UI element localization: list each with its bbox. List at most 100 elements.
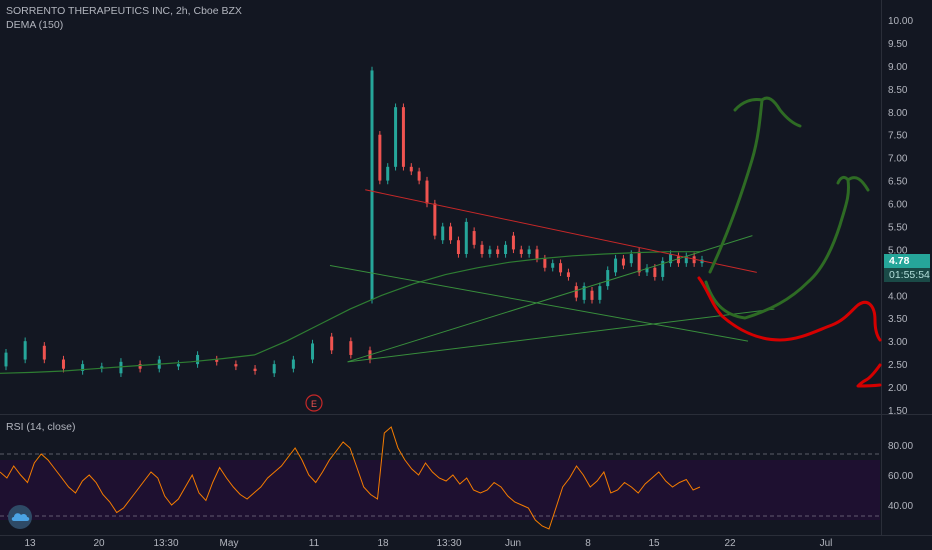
candle-body — [100, 366, 104, 369]
candle-body — [527, 249, 531, 254]
price-axis-tick: 9.50 — [888, 39, 908, 50]
price-axis-tick: 3.50 — [888, 314, 908, 325]
drawn-red-hook — [856, 363, 882, 388]
candle-body — [441, 226, 445, 241]
rsi-axis-tick: 60.00 — [888, 471, 913, 482]
time-axis-tick: 8 — [585, 538, 591, 549]
candle-body — [614, 258, 618, 273]
price-axis-tick: 8.00 — [888, 108, 908, 119]
candle-body — [4, 352, 8, 367]
candle-body — [417, 171, 421, 181]
price-axis-tick: 7.50 — [888, 131, 908, 142]
candle-body — [215, 359, 219, 362]
candle-body — [637, 251, 641, 273]
tradingview-cloud-icon[interactable] — [8, 505, 32, 529]
candle-body — [176, 364, 180, 367]
rsi-axis-tick: 40.00 — [888, 501, 913, 512]
price-axis-tick: 5.50 — [888, 222, 908, 233]
candle-body — [472, 231, 476, 245]
candle-body — [519, 249, 523, 254]
candle-body — [669, 254, 673, 264]
symbol-legend[interactable]: SORRENTO THERAPEUTICS INC, 2h, Cboe BZX — [6, 5, 242, 17]
candle-body — [629, 254, 633, 264]
candle-body — [291, 359, 295, 369]
candles-layer — [4, 66, 704, 377]
last-price-label: 4.78 — [884, 254, 930, 268]
hand-drawings-layer — [697, 96, 882, 388]
time-axis-tick: 13:30 — [153, 538, 178, 549]
price-axis-tick: 4.00 — [888, 291, 908, 302]
price-axis-tick: 7.00 — [888, 154, 908, 165]
candle-body — [590, 290, 594, 300]
candle-body — [81, 364, 85, 371]
candle-body — [496, 249, 500, 254]
candle-body — [425, 180, 429, 204]
price-axis-tick: 9.00 — [888, 62, 908, 73]
dema-line — [0, 251, 700, 374]
candle-body — [401, 107, 405, 167]
candle-body — [449, 226, 453, 241]
candle-body — [61, 359, 65, 369]
candle-body — [559, 263, 563, 273]
candle-body — [119, 361, 123, 374]
candle-body — [196, 354, 200, 365]
candle-body — [574, 286, 578, 298]
candle-body — [676, 256, 680, 264]
price-axis-tick: 5.00 — [888, 245, 908, 256]
axis-labels-layer: 10.00 9.50 9.00 8.50 8.00 7.50 7.00 6.50 6.00 5.5… — [24, 16, 913, 549]
candle-body — [543, 258, 547, 268]
candle-body — [551, 263, 555, 268]
candle-body — [653, 267, 657, 277]
trendline-lower-green[interactable] — [329, 264, 749, 342]
drawn-green-arrow-up — [708, 96, 802, 274]
candle-body — [378, 134, 382, 181]
time-axis-tick: 13:30 — [436, 538, 461, 549]
candle-body — [234, 364, 238, 367]
countdown-label: 01:55:54 — [884, 268, 930, 282]
candle-body — [272, 364, 276, 374]
candle-body — [23, 341, 27, 360]
candle-body — [386, 166, 390, 181]
earnings-marker — [305, 394, 323, 412]
candle-body — [598, 286, 602, 300]
candle-body — [645, 267, 649, 273]
time-axis-tick: 13 — [24, 538, 36, 549]
candle-body — [692, 256, 696, 264]
candle-body — [42, 345, 46, 360]
candle-body — [684, 256, 688, 264]
time-axis-tick: 15 — [648, 538, 660, 549]
dema-legend[interactable]: DEMA (150) — [6, 19, 64, 31]
time-axis-tick: 11 — [309, 538, 320, 549]
candle-body — [488, 249, 492, 254]
candle-body — [138, 364, 142, 369]
candle-body — [253, 368, 257, 371]
candle-body — [409, 166, 413, 172]
candle-body — [349, 341, 353, 355]
candle-body — [582, 286, 586, 300]
candle-body — [504, 244, 508, 254]
price-axis-tick: 8.50 — [888, 85, 908, 96]
candle-body — [606, 270, 610, 287]
time-axis-tick: 22 — [724, 538, 736, 549]
rsi-band — [0, 460, 880, 520]
candle-body — [480, 244, 484, 254]
trendline-upper-red[interactable] — [365, 189, 757, 273]
candle-body — [330, 336, 334, 351]
price-axis-tick: 10.00 — [888, 16, 913, 27]
candle-body — [700, 259, 704, 264]
rsi-layer: 80.00 60.00 40.00 — [0, 426, 913, 530]
drawn-green-dip-rally — [704, 175, 870, 320]
price-axis-tick: 2.00 — [888, 383, 908, 394]
rsi-legend[interactable]: RSI (14, close) — [6, 421, 76, 433]
drawn-red-path — [697, 276, 882, 342]
candle-body — [511, 235, 515, 250]
candle-body — [394, 107, 398, 167]
trendline-rising-green-2[interactable] — [347, 308, 775, 363]
price-axis-tick: 3.00 — [888, 337, 908, 348]
trendline-rising-green-1[interactable] — [347, 235, 753, 363]
candle-body — [370, 70, 374, 300]
candle-body — [566, 272, 570, 277]
price-axis-tick: 1.50 — [888, 406, 908, 417]
time-axis-tick: Jul — [820, 538, 833, 549]
